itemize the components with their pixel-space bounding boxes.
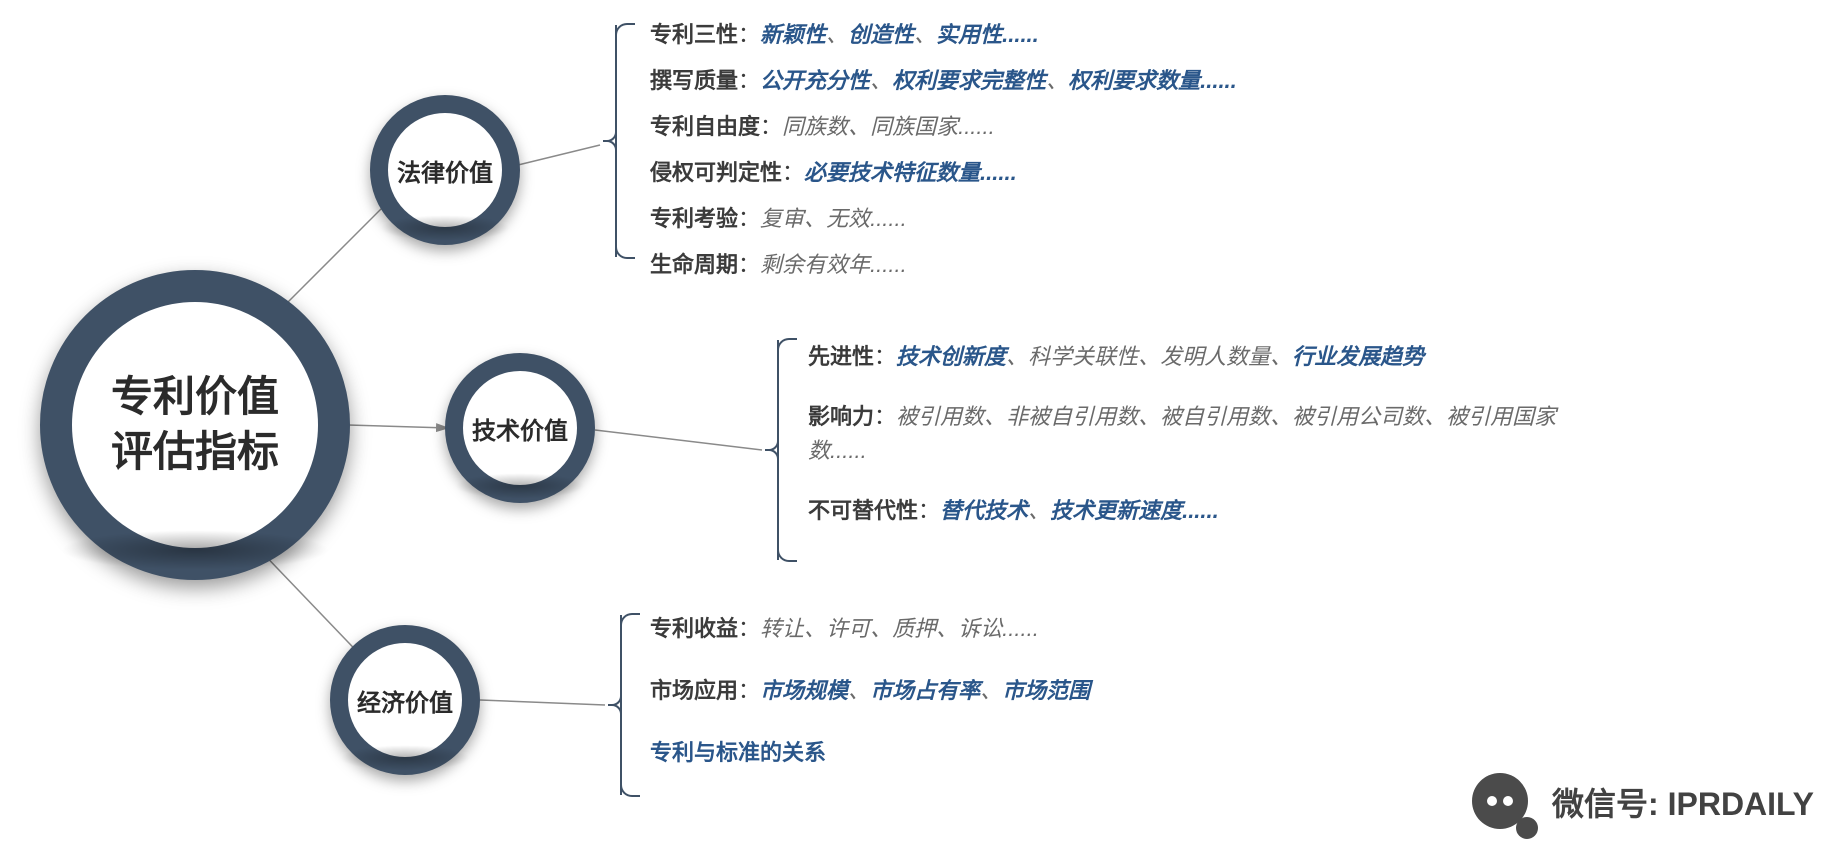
value-item: 市场规模	[760, 678, 848, 703]
bracket-legal	[615, 25, 617, 257]
row-values: 剩余有效年......	[760, 252, 907, 277]
watermark-text: 微信号: IPRDAILY	[1552, 779, 1814, 825]
sub-node-tech: 技术价值	[445, 353, 595, 503]
value-item: 转让	[760, 616, 804, 641]
value-item: 新颖性	[760, 22, 826, 47]
main-node-label: 专利价值 评估指标	[111, 370, 279, 479]
sub-node-legal: 法律价值	[370, 95, 520, 245]
row-values: 被引用数、非被自引用数、被自引用数、被引用公司数、被引用国家数......	[808, 404, 1556, 463]
watermark-prefix: 微信号:	[1552, 786, 1668, 822]
value-item: 替代技术	[940, 498, 1028, 523]
rows-tech: 先进性：技术创新度、科学关联性、发明人数量、行业发展趋势影响力：被引用数、非被自…	[808, 340, 1588, 554]
value-item: 发明人数量	[1160, 344, 1270, 369]
detail-row: 专利三性：新颖性、创造性、实用性......	[650, 18, 1730, 52]
value-item: 实用性	[936, 22, 1002, 47]
value-item: 市场占有率	[870, 678, 980, 703]
detail-row: 先进性：技术创新度、科学关联性、发明人数量、行业发展趋势	[808, 340, 1588, 374]
wechat-icon	[1466, 767, 1536, 837]
value-item: 被自引用数	[1160, 404, 1270, 429]
row-values: 转让、许可、质押、诉讼......	[760, 616, 1039, 641]
sub-node-econ-label: 经济价值	[357, 683, 453, 718]
value-item: 公开充分性	[760, 68, 870, 93]
sub-node-legal-label: 法律价值	[397, 153, 493, 188]
value-item: 技术更新速度	[1050, 498, 1182, 523]
value-item: 诉讼	[958, 616, 1002, 641]
row-values: 公开充分性、权利要求完整性、权利要求数量......	[760, 68, 1237, 93]
bracket-tech	[777, 340, 779, 560]
row-label: 撰写质量	[650, 68, 738, 93]
row-values: 技术创新度、科学关联性、发明人数量、行业发展趋势	[896, 344, 1424, 369]
watermark: 微信号: IPRDAILY	[1466, 767, 1814, 837]
bracket-econ	[620, 615, 622, 795]
value-item: 被引用数	[896, 404, 984, 429]
value-item: 同族数	[782, 114, 848, 139]
value-item: 权利要求数量	[1068, 68, 1200, 93]
value-item: 质押	[892, 616, 936, 641]
value-item: 剩余有效年	[760, 252, 870, 277]
value-item: 无效	[826, 206, 870, 231]
detail-row: 生命周期：剩余有效年......	[650, 248, 1730, 282]
value-item: 必要技术特征数量	[804, 160, 980, 185]
row-label: 专利三性	[650, 22, 738, 47]
row-label: 生命周期	[650, 252, 738, 277]
detail-row: 不可替代性：替代技术、技术更新速度......	[808, 494, 1588, 528]
row-label: 侵权可判定性	[650, 160, 782, 185]
row-label: 先进性	[808, 344, 874, 369]
detail-row: 专利考验：复审、无效......	[650, 202, 1730, 236]
row-values: 复审、无效......	[760, 206, 907, 231]
value-item: 非被自引用数	[1006, 404, 1138, 429]
sub-node-econ: 经济价值	[330, 625, 480, 775]
detail-row: 专利与标准的关系	[650, 736, 1650, 770]
main-label-line1: 专利价值	[111, 370, 279, 425]
detail-row: 侵权可判定性：必要技术特征数量......	[650, 156, 1730, 190]
value-item: 科学关联性	[1028, 344, 1138, 369]
detail-row: 市场应用：市场规模、市场占有率、市场范围	[650, 674, 1650, 708]
detail-row: 专利收益：转让、许可、质押、诉讼......	[650, 612, 1650, 646]
watermark-id: IPRDAILY	[1668, 786, 1814, 822]
row-label: 不可替代性	[808, 498, 918, 523]
row-label: 专利自由度	[650, 114, 760, 139]
value-item: 被引用公司数	[1292, 404, 1424, 429]
diagram-canvas: 专利价值 评估指标 法律价值 技术价值 经济价值 专利三性：新颖性、创造性、实用…	[0, 0, 1844, 867]
row-label: 专利考验	[650, 206, 738, 231]
row-values: 替代技术、技术更新速度......	[940, 498, 1219, 523]
row-values: 同族数、同族国家......	[782, 114, 995, 139]
value-item: 许可	[826, 616, 870, 641]
main-label-line2: 评估指标	[111, 425, 279, 480]
detail-row: 专利自由度：同族数、同族国家......	[650, 110, 1730, 144]
main-node: 专利价值 评估指标	[40, 270, 350, 580]
row-label: 市场应用	[650, 678, 738, 703]
value-item: 技术创新度	[896, 344, 1006, 369]
row-values: 市场规模、市场占有率、市场范围	[760, 678, 1090, 703]
row-label: 影响力	[808, 404, 874, 429]
value-item: 同族国家	[870, 114, 958, 139]
row-values: 新颖性、创造性、实用性......	[760, 22, 1039, 47]
value-item: 市场范围	[1002, 678, 1090, 703]
rows-legal: 专利三性：新颖性、创造性、实用性...... 撰写质量：公开充分性、权利要求完整性…	[650, 18, 1730, 295]
value-item: 创造性	[848, 22, 914, 47]
detail-row: 撰写质量：公开充分性、权利要求完整性、权利要求数量......	[650, 64, 1730, 98]
detail-row: 影响力：被引用数、非被自引用数、被自引用数、被引用公司数、被引用国家数.....…	[808, 400, 1588, 468]
sub-node-tech-label: 技术价值	[472, 411, 568, 446]
value-item: 复审	[760, 206, 804, 231]
row-label: 专利收益	[650, 616, 738, 641]
value-item: 权利要求完整性	[892, 68, 1046, 93]
value-item: 行业发展趋势	[1292, 344, 1424, 369]
row-values: 必要技术特征数量......	[804, 160, 1017, 185]
